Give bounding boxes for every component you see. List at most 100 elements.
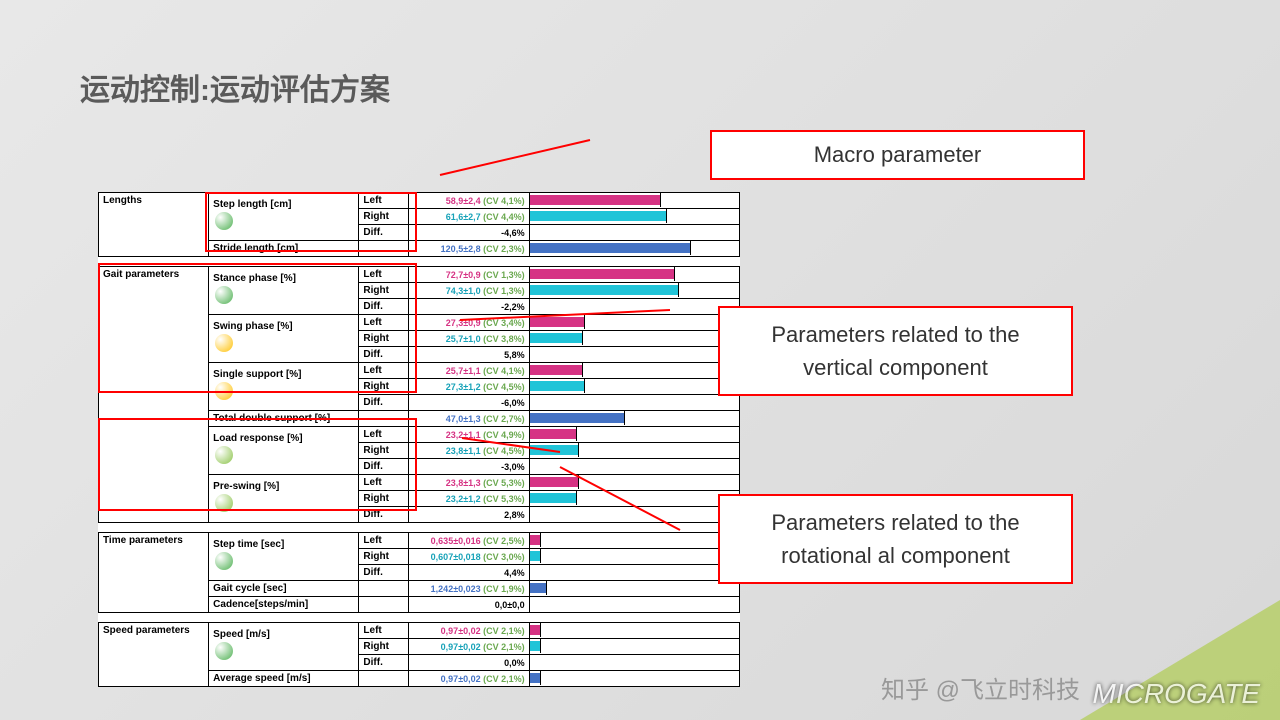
side-cell: Diff. xyxy=(359,507,409,523)
value-cell: 23,8±1,1 (CV 4,5%) xyxy=(409,443,529,459)
param-cell: Total double support [%] xyxy=(209,411,359,427)
bar-cell xyxy=(529,491,739,507)
value-cell: 4,4% xyxy=(409,565,529,581)
side-cell xyxy=(359,581,409,597)
bar-cell xyxy=(529,209,739,225)
value-cell: 74,3±1,0 (CV 1,3%) xyxy=(409,283,529,299)
bar-cell xyxy=(529,411,739,427)
value-cell: 2,8% xyxy=(409,507,529,523)
value-cell: 61,6±2,7 (CV 4,4%) xyxy=(409,209,529,225)
side-cell: Diff. xyxy=(359,459,409,475)
value-cell: 0,97±0,02 (CV 2,1%) xyxy=(409,671,529,687)
bar-cell xyxy=(529,299,739,315)
value-cell: 0,0% xyxy=(409,655,529,671)
bar-cell xyxy=(529,395,739,411)
side-cell: Left xyxy=(359,363,409,379)
table-row: Speed parametersSpeed [m/s]Left0,97±0,02… xyxy=(99,623,740,639)
status-ball-icon xyxy=(215,286,233,304)
value-cell: 47,0±1,3 (CV 2,7%) xyxy=(409,411,529,427)
value-cell: 25,7±1,1 (CV 4,1%) xyxy=(409,363,529,379)
value-cell: 0,635±0,016 (CV 2,5%) xyxy=(409,533,529,549)
side-cell: Diff. xyxy=(359,565,409,581)
status-ball-icon xyxy=(215,212,233,230)
value-cell: 23,2±1,2 (CV 5,3%) xyxy=(409,491,529,507)
side-cell: Diff. xyxy=(359,395,409,411)
bar-cell xyxy=(529,565,739,581)
category-cell: Time parameters xyxy=(99,533,209,613)
param-cell: Load response [%] xyxy=(209,427,359,475)
bar-cell xyxy=(529,331,739,347)
side-cell: Left xyxy=(359,267,409,283)
category-cell: Gait parameters xyxy=(99,267,209,523)
bar-cell xyxy=(529,315,739,331)
param-cell: Pre-swing [%] xyxy=(209,475,359,523)
bar-cell xyxy=(529,379,739,395)
side-cell: Diff. xyxy=(359,225,409,241)
status-ball-icon xyxy=(215,334,233,352)
bar-cell xyxy=(529,225,739,241)
side-cell: Left xyxy=(359,193,409,209)
data-table: LengthsStep length [cm]Left58,9±2,4 (CV … xyxy=(98,192,740,687)
side-cell: Left xyxy=(359,427,409,443)
value-cell: 0,97±0,02 (CV 2,1%) xyxy=(409,623,529,639)
param-cell: Swing phase [%] xyxy=(209,315,359,363)
value-cell: 23,2±1,1 (CV 4,9%) xyxy=(409,427,529,443)
bar-cell xyxy=(529,443,739,459)
bar-cell xyxy=(529,363,739,379)
side-cell: Diff. xyxy=(359,655,409,671)
value-cell: 25,7±1,0 (CV 3,8%) xyxy=(409,331,529,347)
side-cell: Right xyxy=(359,639,409,655)
bar-cell xyxy=(529,597,739,613)
page-title: 运动控制:运动评估方案 xyxy=(80,65,390,109)
annot-rotational: Parameters related to the rotational al … xyxy=(718,494,1073,584)
side-cell: Diff. xyxy=(359,299,409,315)
value-cell: 27,3±0,9 (CV 3,4%) xyxy=(409,315,529,331)
status-ball-icon xyxy=(215,382,233,400)
status-ball-icon xyxy=(215,642,233,660)
param-cell: Gait cycle [sec] xyxy=(209,581,359,597)
param-cell: Stance phase [%] xyxy=(209,267,359,315)
side-cell: Right xyxy=(359,549,409,565)
status-ball-icon xyxy=(215,552,233,570)
value-cell: -2,2% xyxy=(409,299,529,315)
bar-cell xyxy=(529,639,739,655)
side-cell xyxy=(359,241,409,257)
value-cell: 5,8% xyxy=(409,347,529,363)
bar-cell xyxy=(529,475,739,491)
value-cell: 120,5±2,8 (CV 2,3%) xyxy=(409,241,529,257)
param-cell: Average speed [m/s] xyxy=(209,671,359,687)
bar-cell xyxy=(529,655,739,671)
bar-cell xyxy=(529,283,739,299)
side-cell xyxy=(359,671,409,687)
side-cell xyxy=(359,597,409,613)
side-cell: Left xyxy=(359,315,409,331)
value-cell: -3,0% xyxy=(409,459,529,475)
table-row: LengthsStep length [cm]Left58,9±2,4 (CV … xyxy=(99,193,740,209)
watermark-logo: MICROGATE xyxy=(1093,678,1260,710)
bar-cell xyxy=(529,581,739,597)
value-cell: -4,6% xyxy=(409,225,529,241)
side-cell: Right xyxy=(359,283,409,299)
bar-cell xyxy=(529,241,739,257)
param-cell: Stride length [cm] xyxy=(209,241,359,257)
side-cell: Left xyxy=(359,623,409,639)
status-ball-icon xyxy=(215,446,233,464)
bar-cell xyxy=(529,623,739,639)
status-ball-icon xyxy=(215,494,233,512)
annot-macro: Macro parameter xyxy=(710,130,1085,180)
value-cell: 0,0±0,0 xyxy=(409,597,529,613)
param-cell: Cadence[steps/min] xyxy=(209,597,359,613)
param-cell: Step length [cm] xyxy=(209,193,359,241)
param-cell: Single support [%] xyxy=(209,363,359,411)
bar-cell xyxy=(529,507,739,523)
side-cell xyxy=(359,411,409,427)
value-cell: -6,0% xyxy=(409,395,529,411)
table-row: Time parametersStep time [sec]Left0,635±… xyxy=(99,533,740,549)
side-cell: Right xyxy=(359,443,409,459)
category-cell: Lengths xyxy=(99,193,209,257)
value-cell: 27,3±1,2 (CV 4,5%) xyxy=(409,379,529,395)
side-cell: Left xyxy=(359,533,409,549)
category-cell: Speed parameters xyxy=(99,623,209,687)
table-row: Gait parametersStance phase [%]Left72,7±… xyxy=(99,267,740,283)
value-cell: 23,8±1,3 (CV 5,3%) xyxy=(409,475,529,491)
